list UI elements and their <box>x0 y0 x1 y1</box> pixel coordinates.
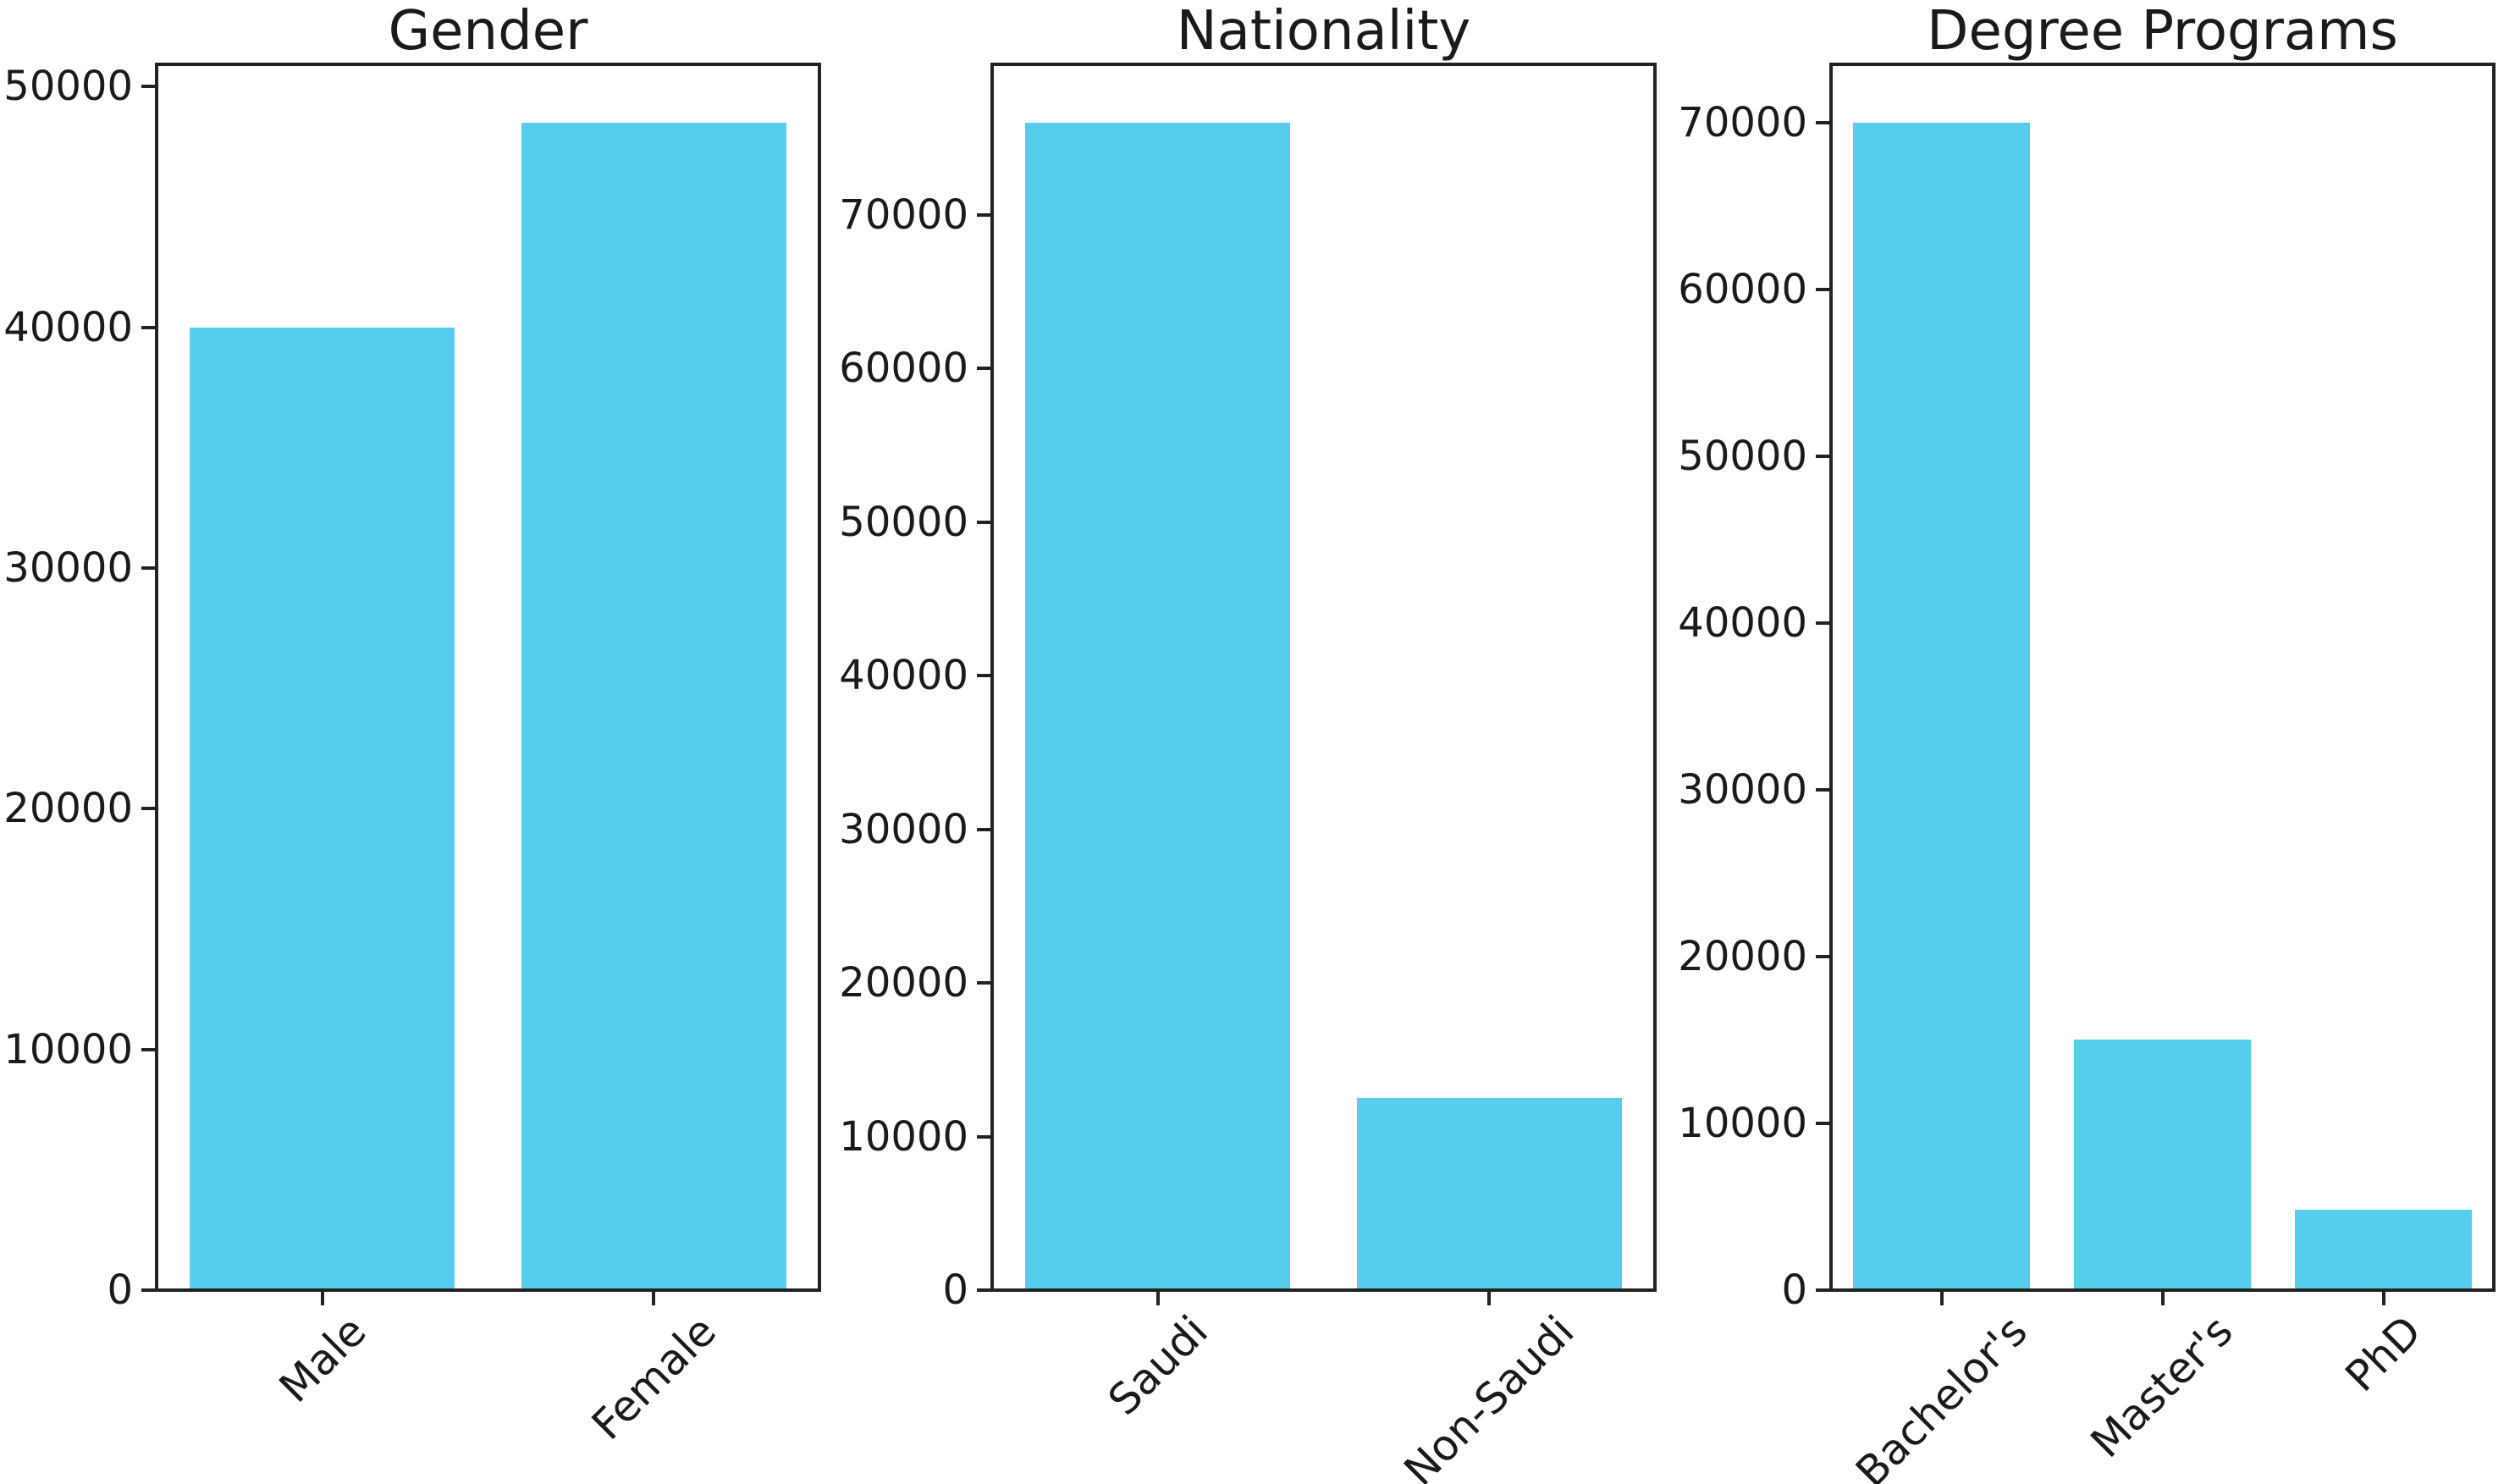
y-tick-mark <box>977 981 990 985</box>
y-tick-label: 20000 <box>1678 933 1807 980</box>
x-tick-mark <box>1156 1292 1160 1305</box>
y-tick-mark <box>1816 121 1829 124</box>
x-tick-mark <box>1487 1292 1491 1305</box>
bar-male <box>190 328 455 1290</box>
y-tick-label: 0 <box>107 1266 133 1314</box>
x-tick-mark <box>652 1292 655 1305</box>
axes-box <box>1829 63 2496 1292</box>
y-tick-label: 50000 <box>3 63 133 110</box>
y-tick-label: 40000 <box>1678 599 1807 647</box>
bar-master-s <box>2074 1040 2251 1290</box>
y-tick-mark <box>977 674 990 677</box>
y-tick-mark <box>1816 788 1829 792</box>
x-tick-mark <box>2382 1292 2385 1305</box>
y-tick-label: 70000 <box>1678 99 1807 146</box>
y-tick-label: 10000 <box>3 1026 133 1073</box>
y-tick-label: 20000 <box>3 785 133 832</box>
x-tick-label-female: Female <box>582 1306 725 1450</box>
y-tick-label: 40000 <box>839 652 968 699</box>
y-tick-label: 30000 <box>839 806 968 853</box>
bar-bachelor-s <box>1853 123 2030 1290</box>
y-tick-mark <box>1816 955 1829 958</box>
y-tick-label: 20000 <box>839 959 968 1007</box>
x-tick-label-phd: PhD <box>2336 1306 2431 1402</box>
y-tick-label: 50000 <box>1678 433 1807 480</box>
x-tick-label-master-s: Master's <box>2081 1306 2242 1468</box>
y-tick-mark <box>141 1288 155 1292</box>
y-tick-mark <box>977 521 990 524</box>
x-tick-mark <box>1940 1292 1944 1305</box>
y-tick-mark <box>141 326 155 329</box>
y-tick-mark <box>141 807 155 810</box>
y-tick-mark <box>1816 1122 1829 1125</box>
y-tick-label: 60000 <box>839 345 968 392</box>
y-tick-mark <box>141 566 155 570</box>
x-tick-mark <box>2161 1292 2165 1305</box>
y-tick-mark <box>977 1288 990 1292</box>
bar-female <box>521 123 786 1290</box>
y-tick-mark <box>1816 288 1829 291</box>
y-tick-mark <box>141 1048 155 1051</box>
y-tick-mark <box>977 213 990 217</box>
y-tick-mark <box>977 828 990 831</box>
y-tick-label: 0 <box>942 1266 968 1314</box>
y-tick-mark <box>1816 621 1829 625</box>
bar-saudi <box>1025 123 1290 1290</box>
y-tick-mark <box>141 85 155 88</box>
x-tick-label-saudi: Saudi <box>1099 1306 1217 1425</box>
y-tick-mark <box>1816 455 1829 458</box>
y-tick-label: 40000 <box>3 304 133 351</box>
x-tick-label-bachelor-s: Bachelor's <box>1846 1306 2037 1484</box>
bar-non-saudi <box>1357 1098 1622 1290</box>
y-tick-label: 0 <box>1781 1266 1807 1314</box>
subplot-title: Nationality <box>1176 0 1471 63</box>
axes-box <box>155 63 821 1292</box>
y-tick-label: 50000 <box>839 499 968 546</box>
y-tick-label: 70000 <box>839 191 968 239</box>
y-tick-mark <box>977 367 990 370</box>
axes-box <box>990 63 1657 1292</box>
subplot-title: Degree Programs <box>1927 0 2398 63</box>
y-tick-label: 10000 <box>1678 1100 1807 1147</box>
y-tick-label: 60000 <box>1678 266 1807 313</box>
y-tick-label: 30000 <box>1678 766 1807 814</box>
x-tick-mark <box>321 1292 324 1305</box>
y-tick-label: 30000 <box>3 544 133 592</box>
subplot-title: Gender <box>388 0 588 63</box>
y-tick-mark <box>977 1135 990 1139</box>
x-tick-label-non-saudi: Non-Saudi <box>1394 1306 1584 1484</box>
y-tick-label: 10000 <box>839 1113 968 1161</box>
x-tick-label-male: Male <box>269 1306 376 1412</box>
y-tick-mark <box>1816 1288 1829 1292</box>
bar-phd <box>2295 1210 2472 1290</box>
